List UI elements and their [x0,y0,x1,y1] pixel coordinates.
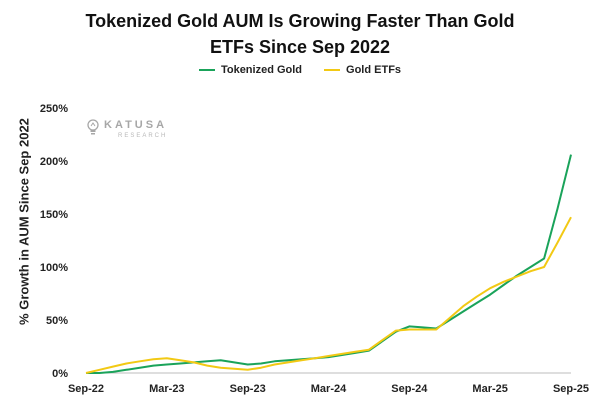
legend-label-gold-etfs: Gold ETFs [346,64,402,76]
x-tick-label: Sep-24 [391,383,428,395]
legend-swatch-gold-etfs [324,69,341,71]
logo-name: KATUSA [104,119,168,131]
y-tick-label: 150% [40,209,68,221]
legend-item-tokenized-gold: Tokenized Gold [198,64,303,76]
chart-title-line2: ETFs Since Sep 2022 [209,37,391,57]
x-tick-label: Sep-22 [68,383,104,395]
y-tick-label: 50% [46,315,68,327]
x-tick-label: Sep-23 [230,383,266,395]
x-tick-label: Mar-23 [149,383,184,395]
series-line-gold-etfs [85,216,572,374]
y-tick-label: 200% [40,156,68,168]
legend-item-gold-etfs: Gold ETFs [324,64,401,76]
chart-ticks: 0% 50% 100% 150% 200% 250% Sep-22 Mar-23 Sep-23 M… [40,103,589,395]
legend-swatch-tokenized-gold [198,69,215,71]
lightbulb-icon [86,118,100,141]
logo-subtitle: RESEARCH [118,133,168,139]
series-line-tokenized-gold [86,154,572,374]
y-tick-label: 0% [52,368,68,380]
y-tick-label: 100% [40,262,68,274]
x-tick-label: Mar-24 [311,383,347,395]
y-tick-label: 250% [40,103,68,115]
chart-series [85,154,572,374]
chart-title: Tokenized Gold AUM Is Growing Faster Tha… [0,8,600,60]
legend-label-tokenized-gold: Tokenized Gold [220,64,303,76]
x-tick-label: Mar-25 [472,383,507,395]
chart-title-line1: Tokenized Gold AUM Is Growing Faster Tha… [85,11,515,31]
chart-legend: Tokenized Gold Gold ETFs [0,64,600,76]
x-tick-label: Sep-25 [553,383,589,395]
katusa-logo: KATUSA RESEARCH [86,118,167,141]
